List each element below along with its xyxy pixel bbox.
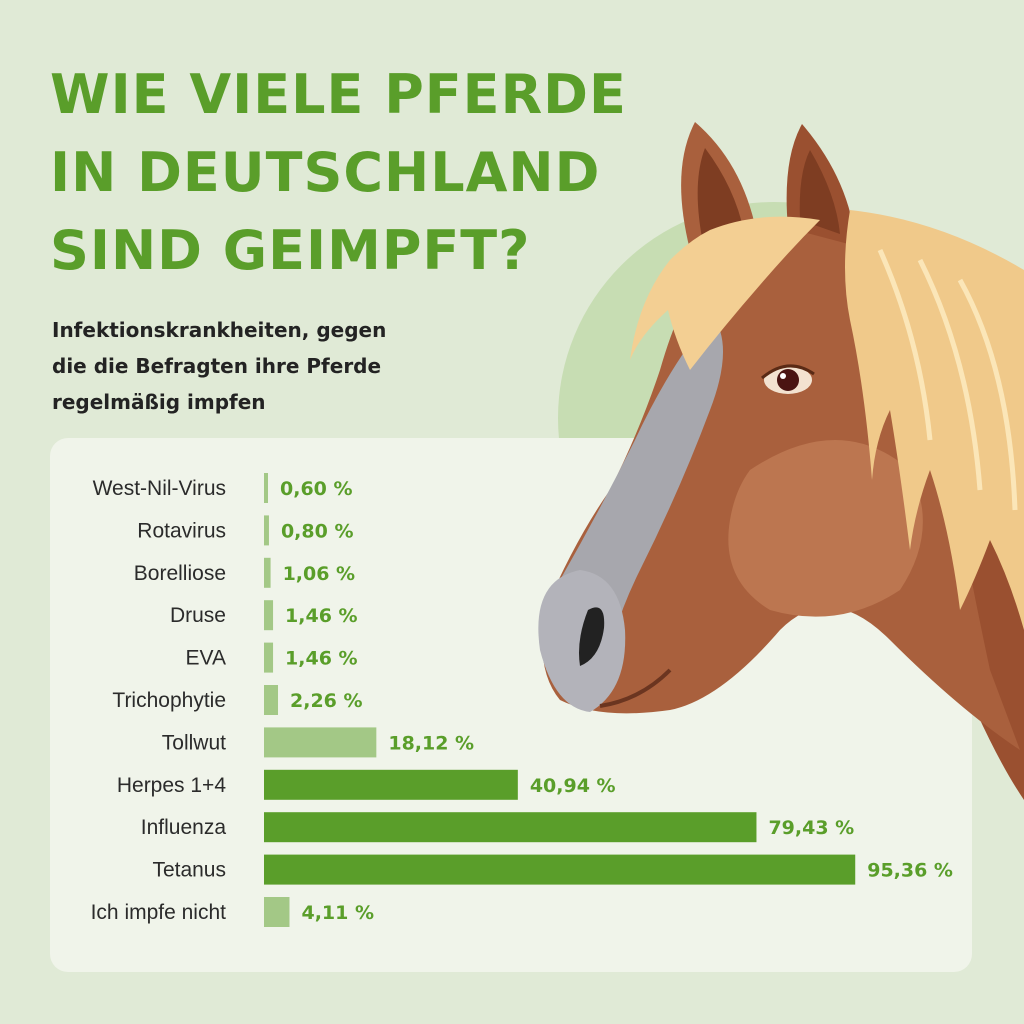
bar — [264, 769, 518, 800]
title-line-1: WIE VIELE PFERDE — [50, 63, 627, 126]
horse-cheek — [728, 440, 923, 617]
value-label: 2,26 % — [290, 690, 363, 712]
bar — [264, 557, 271, 588]
category-label: West-Nil-Virus — [93, 477, 226, 500]
value-label: 0,60 % — [280, 478, 353, 500]
horse-ear-left-inner — [697, 148, 744, 238]
bar — [264, 685, 279, 715]
horse-mane-forelock — [630, 216, 820, 370]
category-label: Influenza — [141, 816, 227, 839]
category-label: Tollwut — [162, 731, 226, 754]
category-label: Ich impfe nicht — [91, 901, 227, 924]
horse-mane-strands — [877, 248, 1018, 511]
category-label: Druse — [170, 604, 226, 627]
value-label: 79,43 % — [768, 817, 854, 839]
horse-eye-glint — [780, 373, 786, 379]
horse-ear-right-inner — [799, 150, 840, 234]
bar — [264, 473, 268, 503]
horse-nostril — [579, 607, 605, 666]
category-label: Borelliose — [134, 562, 226, 585]
value-label: 1,46 % — [285, 648, 358, 670]
category-label: Herpes 1+4 — [117, 774, 226, 797]
chart-subtitle: Infektionskrankheiten, gegen die die Bef… — [52, 312, 472, 420]
bar — [264, 642, 274, 673]
value-label: 95,36 % — [867, 860, 953, 882]
horse-eye-lid — [761, 364, 815, 380]
value-label: 40,94 % — [530, 775, 616, 797]
bar — [264, 515, 269, 546]
category-label: EVA — [186, 647, 226, 670]
value-label: 0,80 % — [281, 520, 354, 542]
horse-head-illustration — [538, 122, 1024, 800]
bar-chart: West-Nil-Virus 0,60 % Rotavirus 0,80 % Borel… — [91, 473, 953, 927]
horse-pupil — [777, 369, 799, 391]
title-line-3: SIND GEIMPFT? — [50, 219, 531, 282]
bar — [264, 854, 856, 885]
bar — [264, 600, 274, 631]
bar — [264, 897, 290, 927]
bars-layer: West-Nil-Virus 0,60 % Rotavirus 0,80 % Borel… — [91, 473, 953, 927]
value-label: 4,11 % — [301, 902, 374, 924]
subtitle-line-2: die die Befragten ihre Pferde — [52, 354, 382, 378]
page-title: WIE VIELE PFERDE IN DEUTSCHLAND SIND GEI… — [50, 56, 650, 290]
subtitle-line-1: Infektionskrankheiten, gegen — [52, 318, 387, 342]
horse-mouth — [599, 668, 672, 708]
bar — [264, 812, 757, 843]
bar — [264, 727, 377, 758]
value-label: 1,06 % — [283, 563, 356, 585]
category-label: Trichophytie — [112, 689, 226, 712]
subtitle-line-3: regelmäßig impfen — [52, 390, 266, 414]
title-line-2: IN DEUTSCHLAND — [50, 141, 601, 204]
category-label: Rotavirus — [137, 519, 226, 542]
value-label: 18,12 % — [388, 732, 474, 754]
category-label: Tetanus — [152, 859, 226, 882]
value-label: 1,46 % — [285, 605, 358, 627]
